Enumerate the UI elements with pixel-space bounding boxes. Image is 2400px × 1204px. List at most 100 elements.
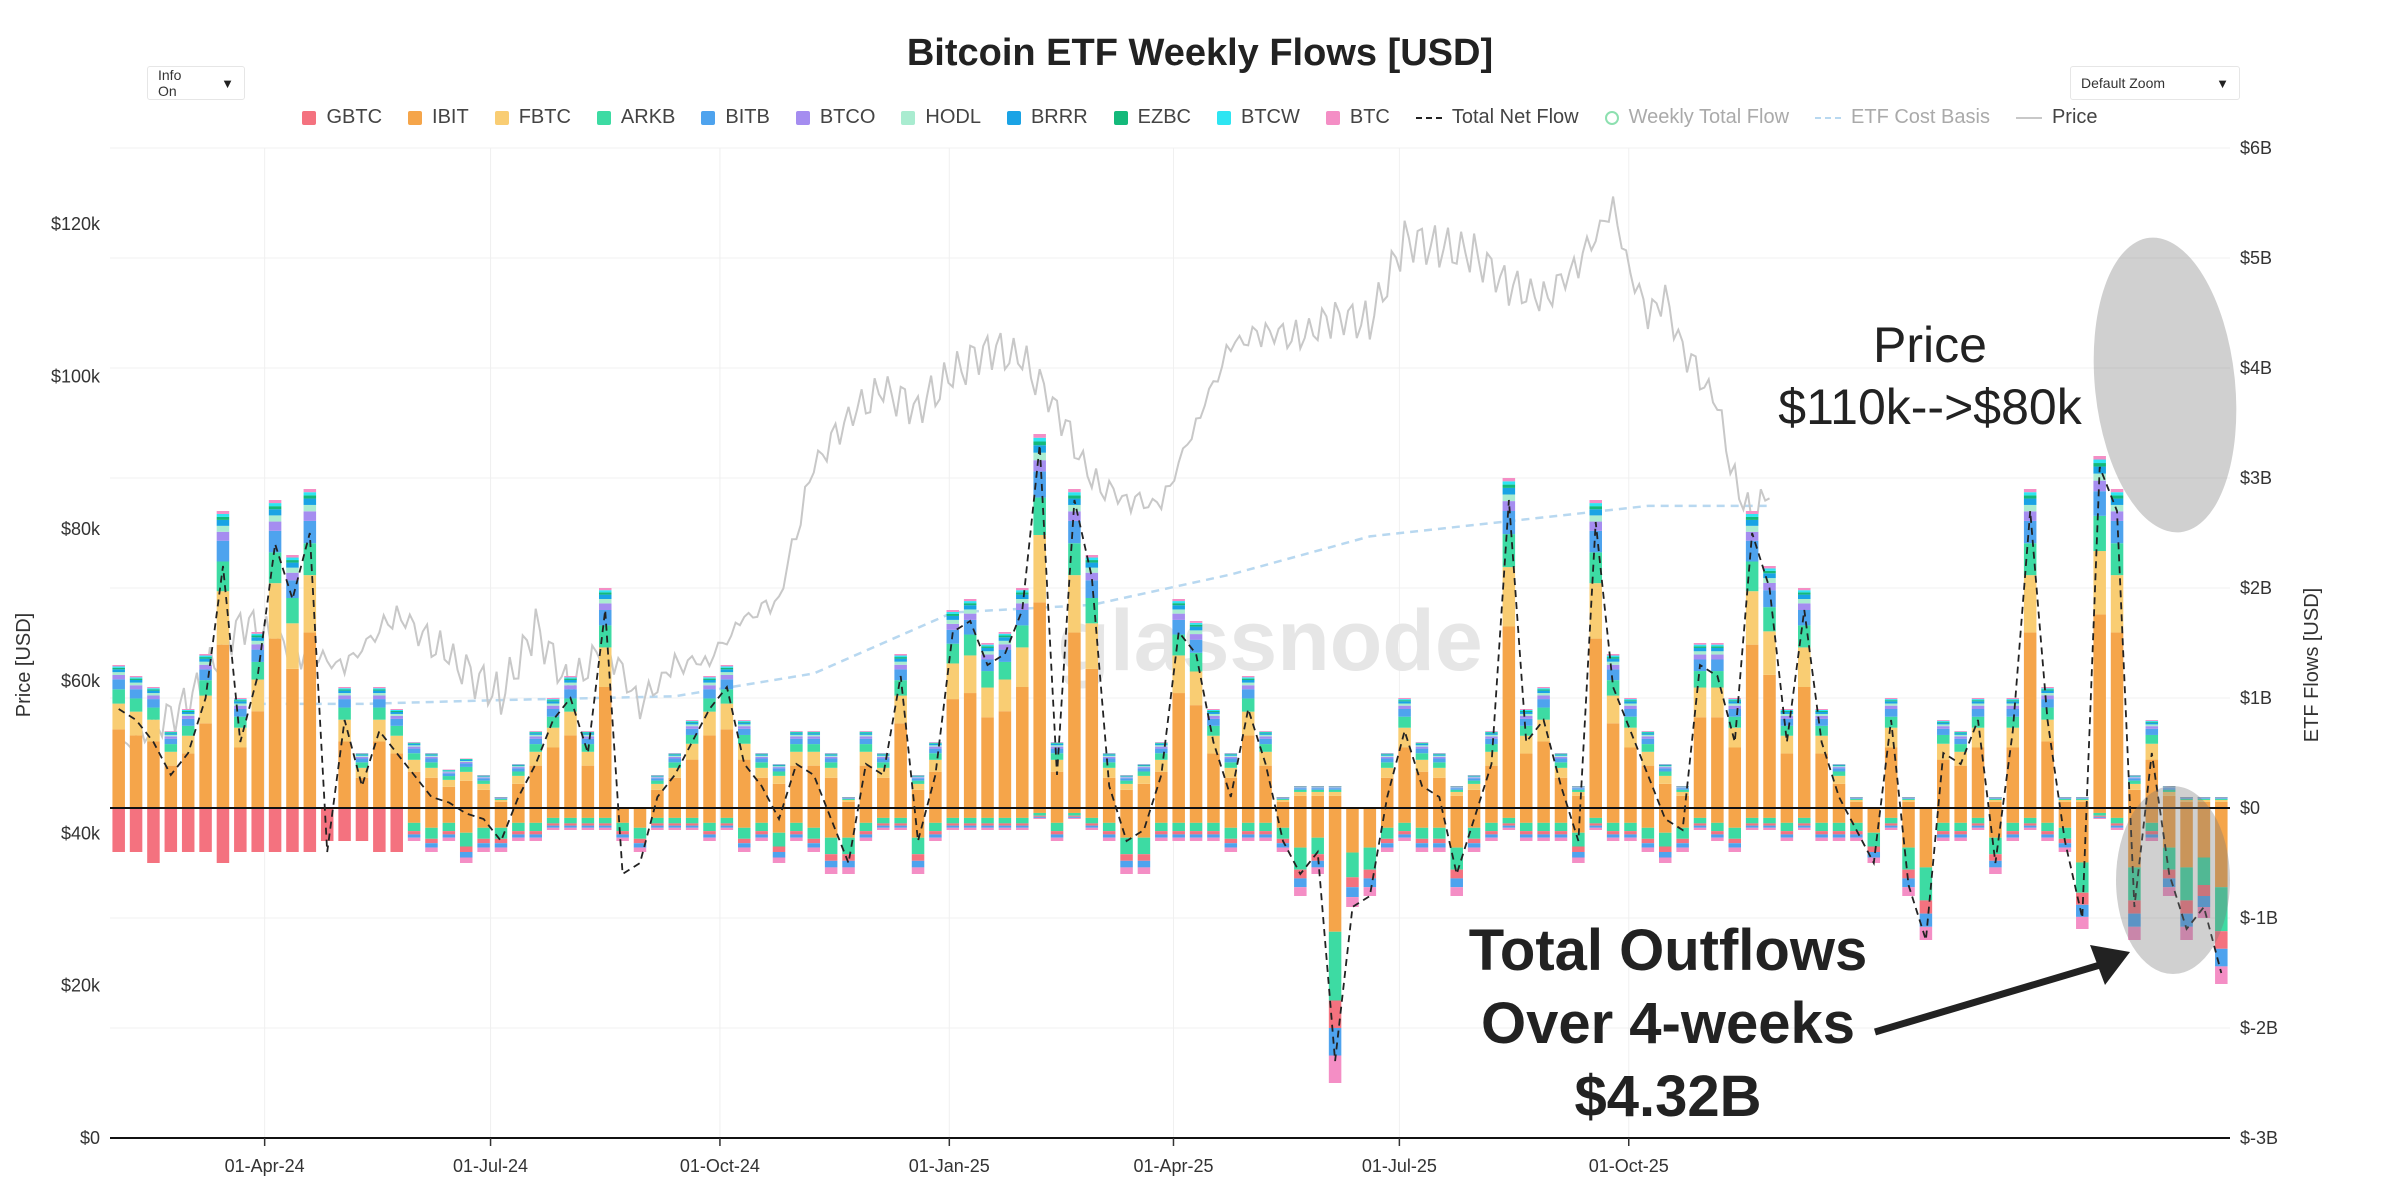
bar-segment-ibit (1102, 777, 1116, 808)
legend-item-price[interactable]: Price (2015, 106, 2098, 129)
bar-segment-btc (824, 867, 838, 874)
bar-segment-btco (1606, 664, 1620, 670)
bar-segment-btc (112, 665, 125, 667)
legend-item-weekly-total-flow[interactable]: Weekly Total Flow (1604, 106, 1789, 129)
bar-segment-ibit (720, 808, 734, 818)
bar-segment-brrr (1606, 658, 1620, 662)
bar-segment-btc (1415, 847, 1429, 852)
bar-segment-ibit (355, 777, 369, 808)
bar-segment-btco (2128, 777, 2141, 779)
legend-label: ETF Cost Basis (1851, 106, 1990, 128)
bar-segment-bitb (1276, 843, 1290, 848)
bar-segment-btcw (2093, 459, 2106, 464)
bar-segment-brrr (1693, 647, 1707, 652)
bar-segment-btc (286, 555, 299, 558)
bar-segment-ezbc (1398, 700, 1411, 702)
bar-segment-btc (1971, 827, 1985, 830)
bar-segment-gbtc (1867, 846, 1881, 852)
bar-segment-btc (911, 775, 925, 776)
bar-segment-fbtc (390, 735, 403, 754)
bar-segment-btc (1016, 827, 1029, 830)
bar-segment-bitb (651, 825, 664, 828)
legend-item-hodl[interactable]: HODL (901, 106, 981, 129)
bar-segment-btco (1380, 756, 1394, 759)
bar-segment-bitb (1450, 878, 1463, 888)
bar-segment-bitb (1380, 843, 1394, 848)
bar-segment-ibit (1155, 771, 1168, 808)
bar-segment-gbtc (703, 831, 716, 835)
bar-segment-ibit (1884, 808, 1898, 818)
bar-segment-brrr (772, 765, 786, 767)
bar-segment-btc (546, 698, 560, 700)
legend-item-btcw[interactable]: BTCW (1216, 106, 1300, 129)
bar-segment-ezbc (1519, 710, 1533, 712)
right-axis-tick-label: $-3B (2240, 1128, 2278, 1148)
bar-segment-btc (268, 500, 282, 504)
bar-segment-brrr (1728, 701, 1742, 704)
bar-segment-ibit (859, 808, 873, 823)
right-axis-tick-label: $4B (2240, 358, 2272, 378)
bar-segment-hodl (1155, 745, 1168, 747)
right-axis-tick-label: $-2B (2240, 1018, 2278, 1038)
bar-segment-bitb (512, 834, 525, 838)
bar-segment-fbtc (216, 591, 230, 645)
legend-item-btc[interactable]: BTC (1325, 106, 1390, 129)
bar-segment-btco (1207, 715, 1220, 719)
bar-segment-btco (1033, 460, 1046, 472)
info-toggle-dropdown[interactable]: Info On ▼ (147, 66, 245, 100)
legend-item-bitb[interactable]: BITB (701, 106, 770, 129)
bar-segment-ezbc (459, 759, 473, 760)
bar-segment-hodl (216, 525, 230, 532)
bar-segment-gbtc (2197, 885, 2211, 896)
bar-segment-bitb (1415, 748, 1429, 754)
bar-segment-fbtc (1328, 791, 1342, 796)
bar-segment-arkb (1624, 716, 1637, 728)
legend-item-gbtc[interactable]: GBTC (302, 106, 382, 129)
bar-segment-gbtc (981, 823, 994, 826)
bar-segment-bitb (1450, 788, 1463, 790)
bar-segment-bitb (1502, 511, 1516, 535)
bar-segment-btc (338, 687, 351, 689)
bar-segment-gbtc (1519, 831, 1533, 835)
legend-item-ezbc[interactable]: EZBC (1113, 106, 1191, 129)
bar-segment-bitb (303, 520, 317, 544)
bar-segment-bitb (772, 852, 786, 858)
legend-item-btco[interactable]: BTCO (795, 106, 875, 129)
bar-segment-gbtc (2145, 831, 2159, 835)
bar-segment-btco (1798, 603, 1811, 610)
legend-item-brrr[interactable]: BRRR (1006, 106, 1088, 129)
bar-segment-ibit (181, 753, 195, 808)
bar-segment-btc (1050, 742, 1064, 743)
bar-segment-arkb (1294, 789, 1307, 792)
bar-segment-bitb (963, 825, 977, 828)
bar-segment-arkb (164, 744, 178, 752)
bar-segment-ezbc (355, 754, 369, 755)
bar-segment-btc (2023, 827, 2037, 830)
legend-item-fbtc[interactable]: FBTC (494, 106, 571, 129)
bar-segment-btcw (2110, 492, 2124, 496)
zoom-dropdown[interactable]: Default Zoom ▼ (2070, 66, 2240, 100)
bar-segment-hodl (164, 734, 178, 737)
bar-segment-arkb (911, 780, 925, 784)
bar-segment-brrr (894, 658, 907, 662)
bar-segment-arkb (234, 716, 247, 728)
bar-segment-btco (1189, 634, 1203, 640)
bar-segment-ibit (1189, 808, 1203, 823)
bar-segment-arkb (824, 762, 838, 768)
bar-segment-arkb (2180, 798, 2193, 800)
legend-item-ibit[interactable]: IBIT (408, 106, 469, 129)
legend-item-total-net-flow[interactable]: Total Net Flow (1415, 106, 1579, 129)
legend-item-arkb[interactable]: ARKB (596, 106, 675, 129)
bar-segment-brrr (268, 509, 282, 516)
bar-segment-hodl (1641, 734, 1655, 737)
bar-segment-btcw (303, 492, 317, 496)
bar-segment-gbtc (216, 808, 230, 863)
bar-segment-ibit (1902, 801, 1915, 808)
bar-segment-btcw (1467, 775, 1481, 776)
bar-segment-btc (2041, 687, 2054, 689)
bar-segment-arkb (129, 698, 143, 712)
bar-segment-ibit (2006, 747, 2020, 808)
bar-segment-btc (564, 827, 577, 830)
bar-segment-ezbc (1102, 754, 1116, 755)
legend-item-etf-cost-basis[interactable]: ETF Cost Basis (1815, 106, 1990, 129)
